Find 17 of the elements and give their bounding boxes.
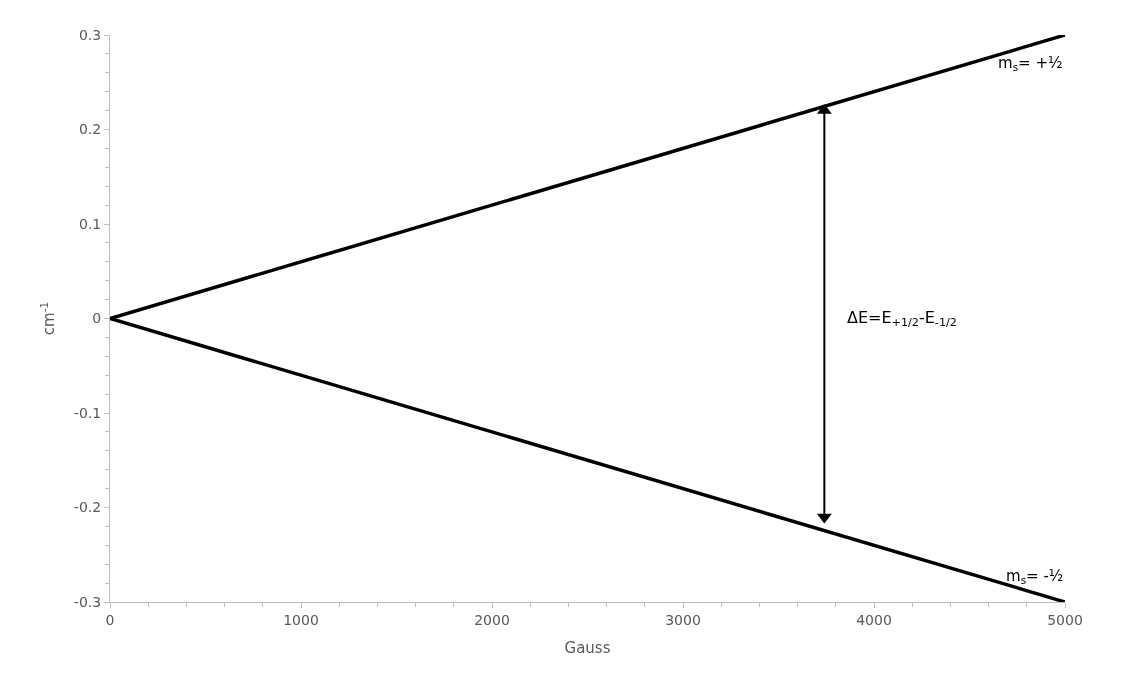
y-tick-label: 0.3 <box>78 26 102 43</box>
x-tick-label: 1000 <box>283 611 319 628</box>
y-tick-label: 0 <box>92 310 102 327</box>
y-tick-label: -0.2 <box>73 499 102 516</box>
series-label: m$_{s}$= -½ <box>1006 567 1064 587</box>
y-tick-label: 0.1 <box>78 215 102 232</box>
y-tick-label: -0.1 <box>73 404 102 421</box>
x-tick-label: 3000 <box>665 611 701 628</box>
x-tick-label: 5000 <box>1047 611 1083 628</box>
annotation: ΔE=E$_{+1/2}$-E$_{-1/2}$ <box>847 308 957 330</box>
x-tick-label: 4000 <box>856 611 892 628</box>
y-tick-label: -0.3 <box>73 593 102 610</box>
y-tick-label: 0.2 <box>78 121 102 138</box>
series-label: m$_{s}$= +½ <box>998 54 1063 74</box>
x-tick-label: 2000 <box>474 611 510 628</box>
x-axis-title: Gauss <box>564 638 611 657</box>
x-tick-label: 0 <box>105 611 115 628</box>
